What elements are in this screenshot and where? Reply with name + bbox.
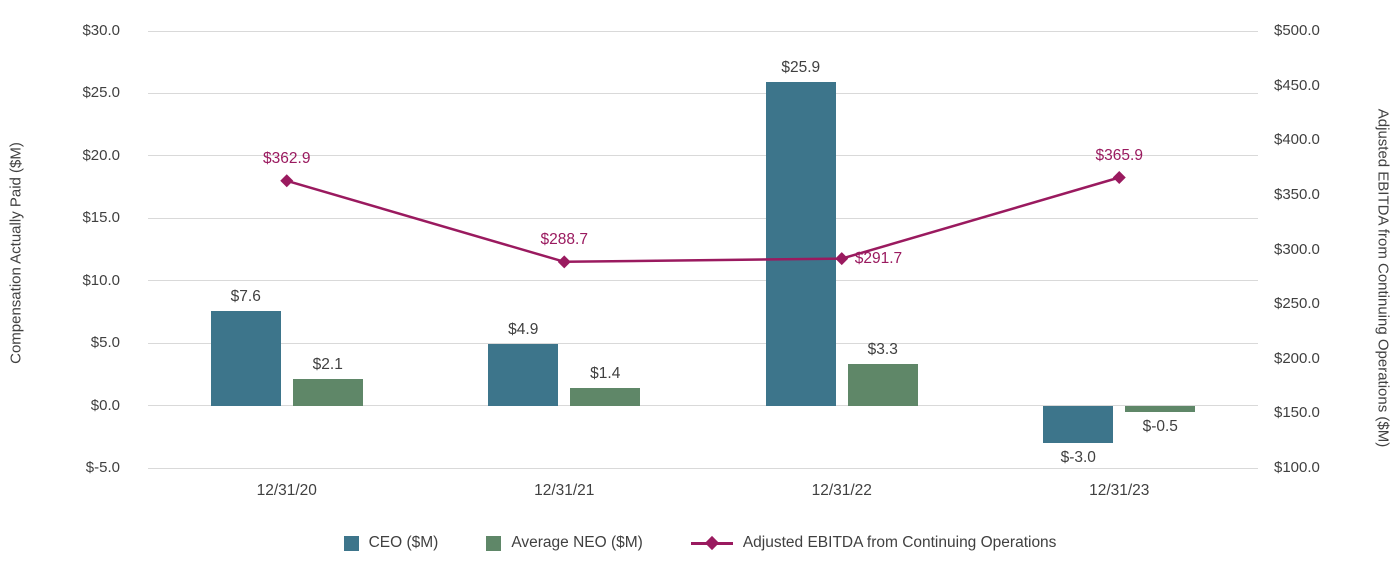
left-axis-tick-label: $25.0	[82, 84, 120, 102]
bar-value-label: $3.3	[867, 341, 898, 359]
line-value-label: $365.9	[1095, 146, 1143, 164]
gridline	[148, 217, 1258, 219]
legend-item-ceo: CEO ($M)	[343, 534, 439, 552]
bar-value-label: $7.6	[230, 287, 261, 305]
ebitda-diamond-marker	[835, 252, 849, 266]
right-axis-title: Adjusted EBITDA from Continuing Operatio…	[1374, 108, 1392, 448]
bar-ceo	[488, 344, 559, 406]
bar-value-label: $-3.0	[1060, 449, 1096, 467]
right-axis-tick-label: $250.0	[1274, 295, 1320, 313]
legend-item-ebitda: Adjusted EBITDA from Continuing Operatio…	[690, 534, 1057, 552]
bar-value-label: $4.9	[508, 321, 539, 339]
bar-ceo	[1043, 405, 1114, 444]
legend-diamond-icon	[704, 535, 719, 551]
line-value-label: $362.9	[263, 149, 311, 167]
bar-neo	[570, 388, 641, 406]
x-axis-category-label: 12/31/20	[256, 482, 317, 499]
gridline	[148, 30, 1258, 32]
gridline	[148, 467, 1258, 469]
legend: CEO ($M) Average NEO ($M) Adjusted EBITDA …	[0, 534, 1400, 552]
right-axis-tick-label: $150.0	[1274, 404, 1320, 422]
legend-swatch-icon	[486, 535, 502, 551]
ebitda-diamond-marker	[280, 174, 294, 188]
right-axis-tick-label: $400.0	[1274, 131, 1320, 149]
left-axis-tick-label: $0.0	[90, 396, 120, 414]
legend-label: CEO ($M)	[368, 534, 439, 551]
x-axis-category-label: 12/31/22	[811, 482, 872, 499]
bar-neo	[847, 364, 918, 406]
left-axis-tick-label: $15.0	[82, 209, 120, 227]
x-axis-category-label: 12/31/21	[534, 482, 595, 499]
x-axis-category-label: 12/31/23	[1089, 482, 1150, 499]
left-axis-tick-label: $20.0	[82, 146, 120, 164]
legend-line-icon	[690, 535, 733, 551]
right-axis-tick-label: $100.0	[1274, 459, 1320, 476]
bar-neo	[1125, 405, 1196, 412]
legend-swatch-icon	[343, 535, 359, 551]
ebitda-diamond-marker	[557, 255, 571, 269]
bar-value-label: $2.1	[312, 356, 343, 374]
gridline	[148, 155, 1258, 157]
bar-ceo	[765, 82, 836, 406]
legend-item-neo: Average NEO ($M)	[486, 534, 643, 552]
left-axis-tick-label: $10.0	[82, 271, 120, 289]
ebitda-diamond-marker	[1112, 171, 1126, 185]
ebitda-line	[286, 176, 1120, 264]
line-value-label: $291.7	[854, 249, 903, 267]
right-axis-tick-label: $450.0	[1274, 76, 1320, 94]
left-axis-tick-label: $5.0	[90, 334, 120, 352]
gridline	[148, 280, 1258, 282]
left-axis-tick-label: $30.0	[82, 22, 120, 39]
legend-label: Average NEO ($M)	[511, 534, 643, 551]
right-axis-tick-label: $500.0	[1274, 22, 1320, 39]
left-axis-title: Compensation Actually Paid ($M)	[7, 142, 25, 364]
left-axis-tick-label: $-5.0	[85, 459, 120, 476]
bar-neo	[292, 379, 363, 406]
bar-ceo	[210, 310, 281, 406]
gridline	[148, 342, 1258, 344]
right-axis-tick-label: $300.0	[1274, 240, 1320, 258]
bar-value-label: $-0.5	[1142, 417, 1178, 435]
legend-label: Adjusted EBITDA from Continuing Operatio…	[742, 534, 1057, 551]
bar-value-label: $25.9	[781, 59, 821, 77]
right-axis-tick-label: $350.0	[1274, 185, 1320, 203]
bar-value-label: $1.4	[590, 365, 621, 383]
line-value-label: $288.7	[540, 230, 588, 248]
gridline	[148, 92, 1258, 94]
right-axis-tick-label: $200.0	[1274, 349, 1320, 367]
gridline	[148, 405, 1258, 407]
